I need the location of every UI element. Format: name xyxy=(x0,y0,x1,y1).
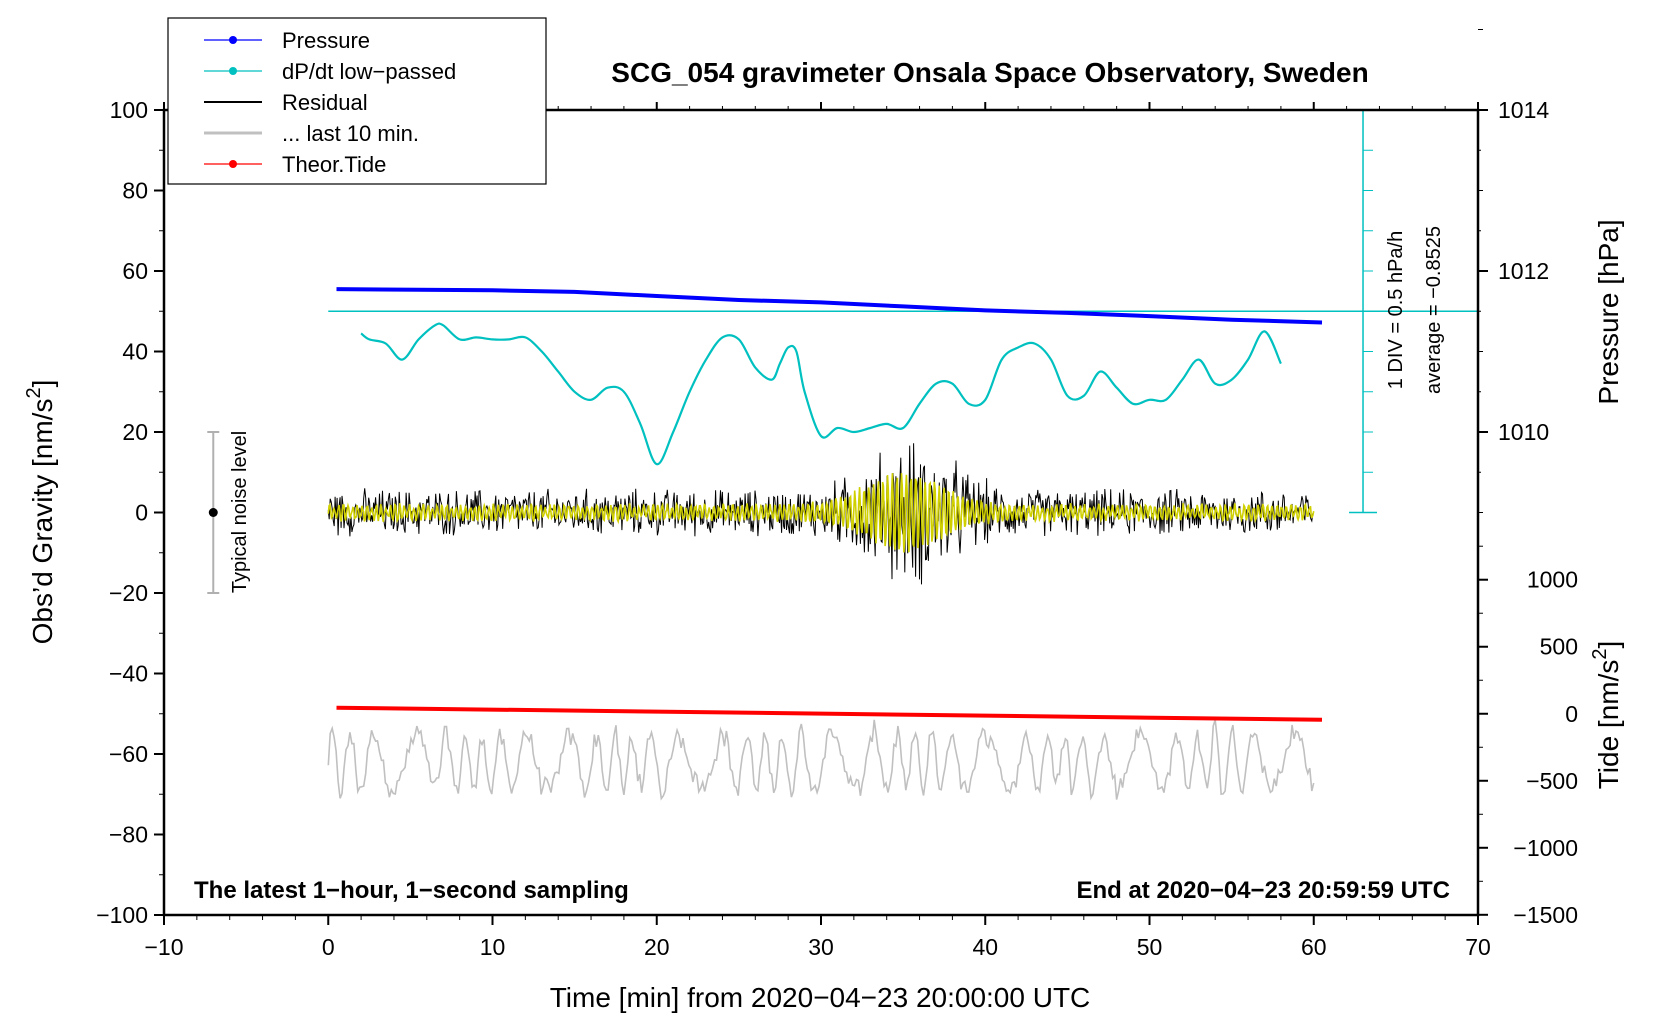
tide-axis-label-close: ] xyxy=(1593,641,1624,649)
x-tick-label: 60 xyxy=(1301,934,1327,960)
pressure-axis-label: Pressure [hPa] xyxy=(1593,219,1624,404)
y-axis-label: Obs’d Gravity [nm/s2] xyxy=(23,380,58,645)
y-axis-label-sup: 2 xyxy=(23,387,45,398)
dpdt-average-label: average = −0.8525 xyxy=(1423,226,1445,394)
y-tick-label: −100 xyxy=(96,902,148,928)
y-tick-label: 60 xyxy=(122,258,148,284)
y-tick-label: −80 xyxy=(109,822,148,848)
legend-label-tide: Theor.Tide xyxy=(282,152,386,177)
legend-mark-dpdt-dot xyxy=(229,67,237,75)
tide-tick-label: −1000 xyxy=(1513,835,1578,861)
legend-label-pressure: Pressure xyxy=(282,28,370,53)
dpdt-line xyxy=(360,322,1282,466)
tide-axis-label: Tide [nm/s2] xyxy=(1589,641,1624,790)
x-axis-label: Time [min] from 2020−04−23 20:00:00 UTC xyxy=(550,982,1091,1013)
legend-mark-tide-dot xyxy=(229,160,237,168)
tide-tick-label: 0 xyxy=(1565,701,1578,727)
pressure-tick-label: 1010 xyxy=(1498,419,1549,445)
last-10-min-line xyxy=(327,719,1315,801)
footer-left: The latest 1−hour, 1−second sampling xyxy=(194,877,629,904)
tide-axis-label-sup: 2 xyxy=(1589,648,1611,659)
y-tick-label: 40 xyxy=(122,339,148,365)
chart-title: SCG_054 gravimeter Onsala Space Observat… xyxy=(611,57,1368,88)
legend-label-last10: ... last 10 min. xyxy=(282,121,419,146)
pressure-tick-label: 1012 xyxy=(1498,258,1549,284)
y-tick-label: 0 xyxy=(135,500,148,526)
tide-tick-label: 500 xyxy=(1540,634,1578,660)
x-tick-label: −10 xyxy=(144,934,183,960)
legend-label-residual: Residual xyxy=(282,90,368,115)
x-tick-label: 40 xyxy=(972,934,998,960)
dpdt-scale-label: 1 DIV = 0.5 hPa/h xyxy=(1385,231,1407,389)
y-tick-label: −60 xyxy=(109,741,148,767)
legend-mark-pressure-dot xyxy=(229,36,237,44)
x-tick-label: 10 xyxy=(480,934,506,960)
lowpassed-residual-line xyxy=(327,473,1315,553)
x-tick-label: 20 xyxy=(644,934,670,960)
x-tick-label: 70 xyxy=(1465,934,1491,960)
y-tick-label: 20 xyxy=(122,419,148,445)
theoretical-tide-line xyxy=(336,705,1323,722)
legend: Pressure dP/dt low−passed Residual ... l… xyxy=(167,17,547,185)
x-tick-label: 50 xyxy=(1137,934,1163,960)
tide-axis-label-main: Tide [nm/s xyxy=(1593,660,1624,790)
tide-tick-label: −1500 xyxy=(1513,902,1578,928)
y-axis-label-close: ] xyxy=(27,380,58,388)
tide-tick-label: −500 xyxy=(1526,768,1578,794)
y-tick-label: −20 xyxy=(109,580,148,606)
y-axis-label-main: Obs’d Gravity [nm/s xyxy=(27,399,58,645)
x-tick-label: 30 xyxy=(808,934,834,960)
pressure-line xyxy=(336,287,1323,325)
pressure-tick-label: 1014 xyxy=(1498,97,1549,123)
y-tick-label: −40 xyxy=(109,661,148,687)
footer-right: End at 2020−04−23 20:59:59 UTC xyxy=(1076,877,1450,904)
tide-tick-label: 1000 xyxy=(1527,567,1578,593)
y-tick-label: 80 xyxy=(122,178,148,204)
noise-bar-center xyxy=(208,508,218,517)
x-tick-label: 0 xyxy=(322,934,335,960)
noise-level-label: Typical noise level xyxy=(229,431,251,593)
legend-label-dpdt: dP/dt low−passed xyxy=(282,59,456,84)
y-tick-label: 100 xyxy=(110,97,148,123)
